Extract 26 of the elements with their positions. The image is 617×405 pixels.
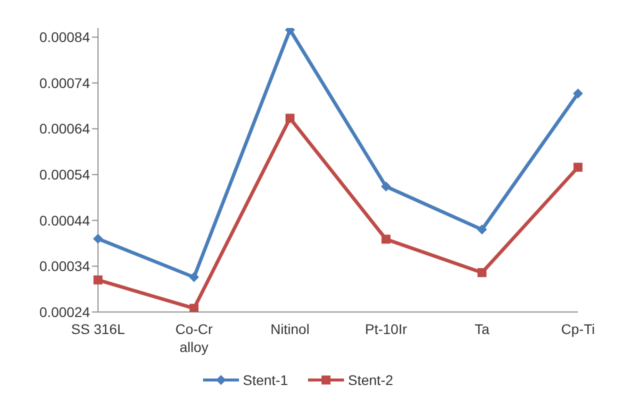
point	[574, 162, 582, 172]
y-tick-label: 0.00054	[39, 166, 90, 183]
legend-label: Stent-2	[347, 372, 394, 388]
y-tick-label: 0.00024	[39, 304, 90, 320]
y-tick-label: 0.00084	[39, 29, 90, 46]
y-tick-label: 0.00074	[39, 74, 90, 91]
point	[93, 234, 103, 244]
x-tick-label: Nitinol	[270, 321, 310, 337]
y-tick-label: 0.00064	[39, 120, 90, 137]
point	[477, 224, 487, 235]
x-tick-label: Pt-10Ir	[364, 321, 408, 337]
point	[94, 275, 102, 284]
point	[382, 234, 390, 244]
point	[478, 268, 486, 278]
x-tick-label: Co-Cr alloy	[175, 321, 213, 355]
y-tick-label: 0.00044	[39, 212, 90, 228]
point	[573, 88, 583, 99]
point	[190, 304, 198, 312]
point	[381, 181, 391, 192]
point	[286, 114, 294, 123]
point	[189, 272, 199, 282]
x-tick-label: SS 316L	[71, 321, 126, 337]
x-tick-label: Cp-Ti	[561, 321, 595, 337]
y-tick-label: 0.00034	[39, 258, 90, 274]
legend-label: Stent-1	[242, 372, 288, 388]
x-tick-label: Ta	[474, 321, 490, 337]
